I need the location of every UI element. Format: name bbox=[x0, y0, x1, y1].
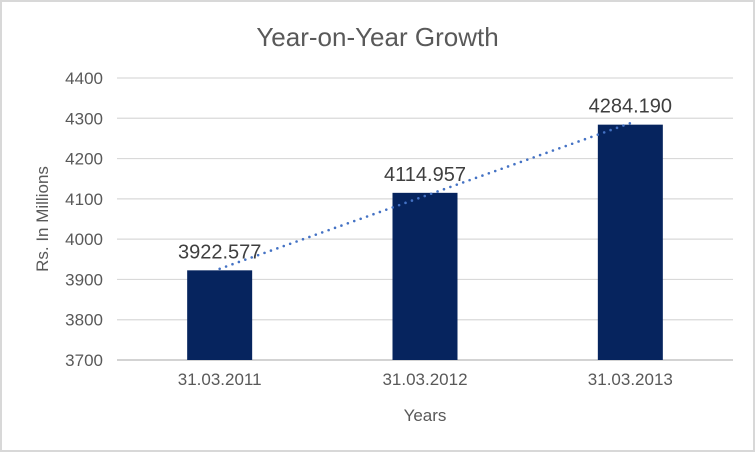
y-tick-label: 3800 bbox=[65, 311, 103, 330]
y-tick-label: 4300 bbox=[65, 109, 103, 128]
y-tick-label: 3900 bbox=[65, 270, 103, 289]
y-tick-label: 3700 bbox=[65, 351, 103, 370]
y-tick-label: 4200 bbox=[65, 150, 103, 169]
bar-data-label: 4284.190 bbox=[589, 96, 672, 118]
chart-title: Year-on-Year Growth bbox=[256, 22, 499, 52]
x-tick-label: 31.03.2013 bbox=[588, 370, 673, 389]
bar bbox=[187, 270, 253, 360]
x-tick-label: 31.03.2011 bbox=[178, 370, 262, 389]
bar-data-label: 4114.957 bbox=[384, 164, 466, 186]
y-tick-label: 4400 bbox=[65, 69, 103, 88]
x-axis-title: Years bbox=[403, 406, 447, 425]
bar bbox=[597, 124, 663, 361]
trendline bbox=[218, 121, 632, 271]
x-tick-label: 31.03.2012 bbox=[382, 370, 467, 389]
bar bbox=[392, 192, 458, 360]
bar-data-label: 3922.577 bbox=[178, 241, 261, 263]
y-tick-label: 4000 bbox=[65, 230, 103, 249]
y-tick-label: 4100 bbox=[65, 190, 103, 209]
